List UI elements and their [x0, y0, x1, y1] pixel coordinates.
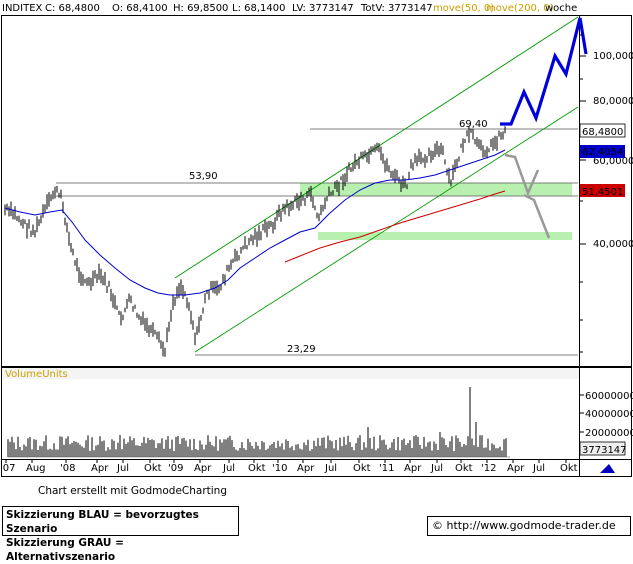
volume-tick-20m: 20000000 — [585, 428, 633, 439]
stock-chart: INDITEX C: 68,4800 O: 68,4100 H: 69,8500… — [0, 3, 633, 477]
ma200-legend: move(200, 0) — [486, 3, 554, 14]
time-axis-label: Jul — [532, 463, 545, 474]
scenario-note-box: Skizzierung BLAU = bevorzugtes Szenario … — [2, 506, 239, 563]
scenario-note-blue: Skizzierung BLAU = bevorzugtes Szenario — [6, 509, 199, 535]
support-zone-lower — [318, 232, 572, 240]
time-axis-label: Okt — [144, 463, 162, 474]
chart-credit: Chart erstellt mit GodmodeCharting — [38, 485, 227, 497]
price-tick-80: 80,0000 — [593, 96, 633, 107]
website-url: http://www.godmode-trader.de — [446, 519, 616, 532]
ma50-legend: move(50, 0) — [433, 3, 494, 14]
high-value: H: 69,8500 — [173, 3, 228, 14]
time-axis-frame — [1, 459, 632, 477]
website-link[interactable]: © http://www.godmode-trader.de — [427, 516, 631, 536]
volume-tick-40m: 40000000 — [585, 409, 633, 420]
time-axis-label: Jul — [116, 463, 129, 474]
volume-title-bar — [2, 368, 579, 379]
time-axis-label: Okt — [353, 463, 371, 474]
time-axis-label: Okt — [248, 463, 266, 474]
price-axis: 100,0000 80,0000 60,0000 40,0000 68,4800… — [579, 34, 633, 353]
ma50-badge — [580, 145, 625, 158]
close-value: C: 68,4800 — [45, 3, 100, 14]
time-axis-label: '08 — [60, 463, 75, 474]
grey-scenario-path-1 — [504, 153, 540, 197]
time-axis-label: '11 — [379, 463, 394, 474]
price-tick-100: 100,0000 — [593, 51, 633, 62]
time-axis-label: Aug — [26, 463, 46, 474]
time-axis-label: '09 — [168, 463, 183, 474]
volume-tick-60m: 60000000 — [585, 391, 633, 402]
ma50-badge-text: 62,4054 — [582, 147, 623, 158]
volume-last-badge-text: 3773147 — [582, 445, 627, 456]
time-axis-label: Apr — [297, 463, 315, 474]
volume-title: VolumeUnits — [5, 369, 68, 380]
last-price-badge — [579, 123, 626, 138]
ma200-line — [284, 190, 506, 263]
price-panel-frame — [1, 15, 632, 367]
time-axis-label: Jul — [430, 463, 443, 474]
copyright-icon: © — [432, 519, 443, 532]
channel-lower-line — [194, 106, 579, 353]
grey-scenario-path-2 — [523, 193, 551, 239]
scenario-note-grey: Skizzierung GRAU = Alternativszenario — [6, 537, 124, 563]
ma200-badge — [580, 184, 625, 197]
level-label-69-40: 69,40 — [459, 119, 488, 130]
draw-tool-icon[interactable] — [596, 462, 618, 475]
volume-last-badge — [579, 441, 626, 456]
time-axis-label: Apr — [91, 463, 109, 474]
price-tick-60: 60,0000 — [593, 156, 633, 167]
last-price-badge-text: 68,4800 — [582, 127, 623, 138]
total-volume: TotV: 3773147 — [360, 3, 433, 14]
time-axis-label: Jul — [222, 463, 235, 474]
time-axis-label: Apr — [194, 463, 212, 474]
time-axis-label: Jul — [324, 463, 337, 474]
time-axis-label: Apr — [507, 463, 525, 474]
time-axis: '07 Aug '08 Apr Jul Okt '09 Apr Jul Okt '10 Apr Jul O… — [0, 460, 578, 474]
period-label: woche — [545, 3, 577, 14]
time-axis-label: Okt — [455, 463, 473, 474]
price-tick-40: 40,0000 — [593, 239, 633, 250]
last-volume: LV: 3773147 — [292, 3, 354, 14]
time-axis-label: Okt — [560, 463, 578, 474]
price-bars — [4, 126, 506, 357]
open-value: O: 68,4100 — [112, 3, 168, 14]
ma200-badge-text: 51,4501 — [582, 187, 623, 198]
chart-header: INDITEX C: 68,4800 O: 68,4100 H: 69,8500… — [2, 3, 577, 14]
ma50-line — [4, 149, 506, 296]
time-axis-label: Apr — [404, 463, 422, 474]
level-label-23-29: 23,29 — [287, 344, 316, 355]
time-axis-label: '12 — [481, 463, 496, 474]
time-axis-label: '10 — [272, 463, 287, 474]
time-axis-label: '07 — [0, 463, 15, 474]
volume-bars — [7, 387, 507, 457]
level-label-53-90: 53,90 — [189, 171, 218, 182]
ticker-label: INDITEX — [2, 3, 43, 14]
low-value: L: 68,1400 — [232, 3, 285, 14]
blue-scenario-path — [500, 17, 588, 126]
